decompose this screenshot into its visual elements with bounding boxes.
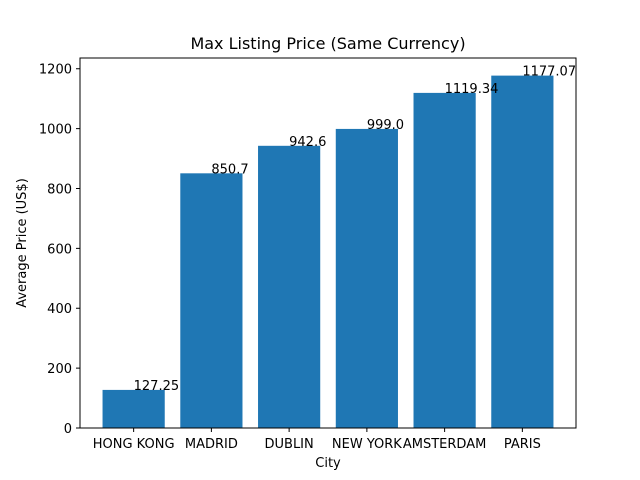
bar-new-york <box>335 128 398 428</box>
x-axis-label: City <box>315 456 341 471</box>
y-tick-label: 1200 <box>39 63 72 78</box>
y-tick-label: 600 <box>47 242 72 257</box>
data-label: 942.6 <box>289 135 326 150</box>
y-axis: 0 200 400 600 800 1000 1200 <box>39 63 80 437</box>
x-axis: HONG KONG MADRID DUBLIN NEW YORK AMSTERDAM PA… <box>93 428 541 452</box>
chart-title: Max Listing Price (Same Currency) <box>190 34 465 53</box>
x-tick-label: MADRID <box>185 437 238 452</box>
bar-hong-kong <box>102 389 165 428</box>
y-tick-label: 0 <box>64 422 72 437</box>
y-tick-label: 1000 <box>39 123 72 138</box>
x-tick-label: PARIS <box>504 437 541 452</box>
y-tick-label: 400 <box>47 302 72 317</box>
x-tick-label: DUBLIN <box>265 437 314 452</box>
data-label: 127.25 <box>134 379 180 394</box>
bar-amsterdam <box>413 92 476 428</box>
data-label: 999.0 <box>367 118 404 133</box>
data-label: 850.7 <box>211 162 248 177</box>
x-tick-label: AMSTERDAM <box>403 437 486 452</box>
axes-frame <box>79 57 577 429</box>
data-labels-group: 127.25 850.7 942.6 999.0 1119.34 1177.07 <box>134 65 576 394</box>
data-label: 1119.34 <box>445 82 499 97</box>
x-tick-label: NEW YORK <box>332 437 402 452</box>
bars-group <box>102 75 554 429</box>
y-tick-label: 800 <box>47 182 72 197</box>
bar-dublin <box>258 145 321 429</box>
data-label: 1177.07 <box>522 65 576 80</box>
plot-area: 127.25 850.7 942.6 999.0 1119.34 1177.07 <box>79 57 577 429</box>
bar-madrid <box>180 173 243 428</box>
y-axis-label: Average Price (US$) <box>15 178 30 308</box>
bar-paris <box>491 75 554 428</box>
x-tick-label: HONG KONG <box>93 437 175 452</box>
y-tick-label: 200 <box>47 362 72 377</box>
